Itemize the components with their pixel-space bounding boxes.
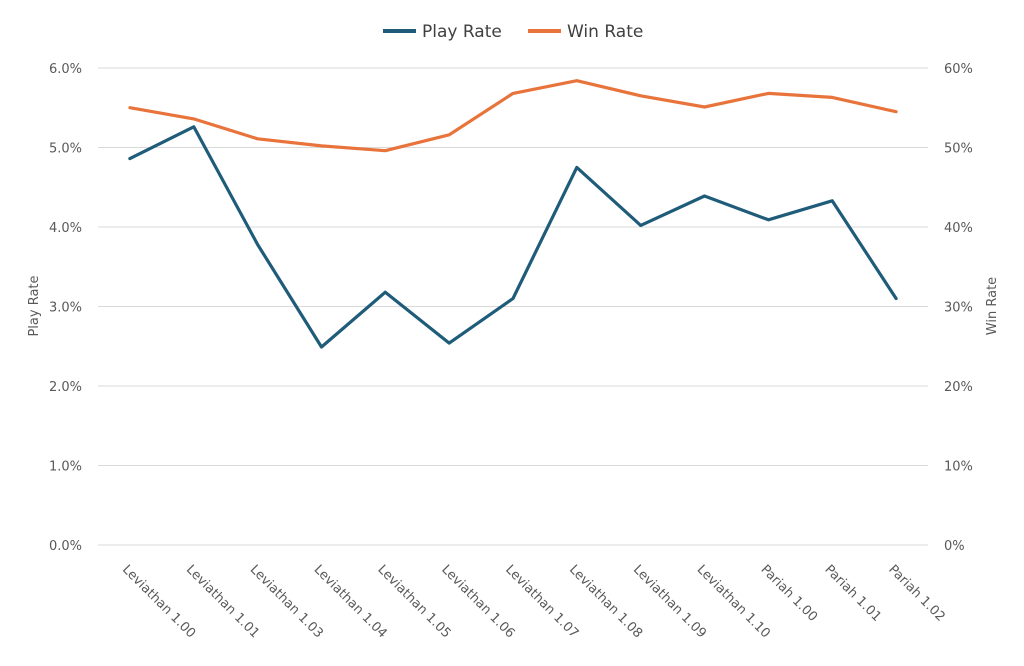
left-tick-label: 5.0% [49,142,82,157]
series-lines [128,79,898,349]
series-line-play-rate [128,125,898,349]
right-tick-label: 20% [944,380,973,395]
right-axis-title: Win Rate [985,277,1000,335]
left-tick-label: 3.0% [49,301,82,316]
left-tick-label: 1.0% [49,460,82,475]
left-axis-title: Play Rate [27,275,42,336]
x-tick-label: Pariah 1.02 [885,562,948,625]
x-tick-label: Pariah 1.01 [821,562,884,625]
legend: Play Rate Win Rate [383,22,643,42]
right-tick-label: 60% [944,62,973,77]
legend-label-play-rate: Play Rate [422,22,502,42]
legend-item-win-rate: Win Rate [528,22,643,42]
right-tick-label: 50% [944,142,973,157]
right-axis-ticks: 0% 10% 20% 30% 40% 50% 60% [944,62,973,554]
right-tick-label: 0% [944,539,965,554]
left-tick-label: 6.0% [49,62,82,77]
legend-item-play-rate: Play Rate [383,22,502,42]
left-tick-label: 2.0% [49,380,82,395]
legend-label-win-rate: Win Rate [567,22,643,42]
left-tick-label: 4.0% [49,221,82,236]
x-tick-label: Pariah 1.00 [758,562,821,625]
right-tick-label: 30% [944,301,973,316]
gridlines [98,67,928,546]
left-axis-ticks: 0.0% 1.0% 2.0% 3.0% 4.0% 5.0% 6.0% [49,62,82,554]
right-tick-label: 10% [944,460,973,475]
series-line-win-rate [128,79,898,153]
left-tick-label: 0.0% [49,539,82,554]
right-tick-label: 40% [944,221,973,236]
